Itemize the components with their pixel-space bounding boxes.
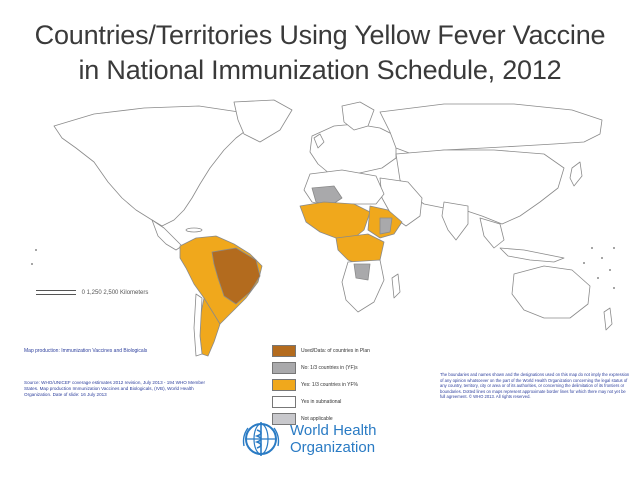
- madagascar: [391, 273, 401, 299]
- chile: [193, 293, 203, 357]
- who-emblem-icon: [242, 422, 280, 456]
- world-map: [31, 99, 615, 357]
- legend-item: Yes in subnational: [272, 395, 370, 409]
- map-production-note: Map production: Immunization Vaccines an…: [24, 348, 148, 354]
- legend-label: Used/Data: of countries in Plan: [301, 348, 370, 354]
- title-line-2: in National Immunization Schedule, 2012: [78, 55, 562, 85]
- africa-east-grey: [379, 217, 393, 235]
- north-america: [53, 105, 253, 227]
- japan: [569, 161, 583, 187]
- legend-swatch: [272, 345, 296, 357]
- legend-item: Not applicable: [272, 412, 370, 426]
- legend-label: Not applicable: [301, 416, 333, 422]
- legend-item: Yes: 1/3 countries in YF%: [272, 378, 370, 392]
- scandinavia: [341, 101, 375, 131]
- middle-east: [379, 177, 423, 227]
- legend-swatch: [272, 379, 296, 391]
- new-zealand: [603, 307, 613, 331]
- russia: [379, 103, 603, 155]
- southeast-asia: [479, 217, 505, 249]
- brazil-region: [211, 247, 261, 305]
- legend-swatch: [272, 413, 296, 425]
- central-america: [151, 219, 183, 251]
- legend-label: Yes: 1/3 countries in YF%: [301, 382, 358, 388]
- legend-item: Used/Data: of countries in Plan: [272, 344, 370, 358]
- india: [441, 201, 469, 241]
- africa-southgrey: [353, 263, 371, 281]
- europe: [309, 123, 397, 177]
- source-text: Source: WHO/UNICEF coverage estimates 20…: [24, 380, 206, 397]
- disclaimer-text: The boundaries and names shown and the d…: [440, 372, 630, 399]
- legend-label: Yes in subnational: [301, 399, 342, 405]
- uk: [313, 133, 325, 149]
- scale-text: 0 1,250 2,500 Kilometers: [81, 290, 149, 297]
- australia: [511, 265, 591, 319]
- africa-south: [341, 259, 385, 313]
- indonesia: [499, 247, 565, 263]
- scale-bar: 0 1,250 2,500 Kilometers: [36, 290, 148, 296]
- map-title: Countries/Territories Using Yellow Fever…: [0, 18, 640, 88]
- who-name-line-1: World Health: [290, 422, 377, 439]
- legend-item: No: 1/3 countries in (YF)s: [272, 361, 370, 375]
- who-name-line-2: Organization: [290, 439, 376, 456]
- asia: [395, 149, 565, 225]
- africa-sahel-grey: [311, 185, 343, 207]
- scale-bar-graphic: [36, 290, 76, 295]
- who-logo: World Health Organization: [240, 418, 376, 460]
- legend-swatch: [272, 362, 296, 374]
- legend-swatch: [272, 396, 296, 408]
- who-name: World Health Organization: [290, 422, 376, 456]
- map-legend: Used/Data: of countries in Plan No: 1/3 …: [272, 344, 370, 429]
- legend-label: No: 1/3 countries in (YF)s: [301, 365, 358, 371]
- title-line-1: Countries/Territories Using Yellow Fever…: [34, 20, 606, 50]
- africa-west: [299, 201, 371, 239]
- greenland: [233, 99, 293, 143]
